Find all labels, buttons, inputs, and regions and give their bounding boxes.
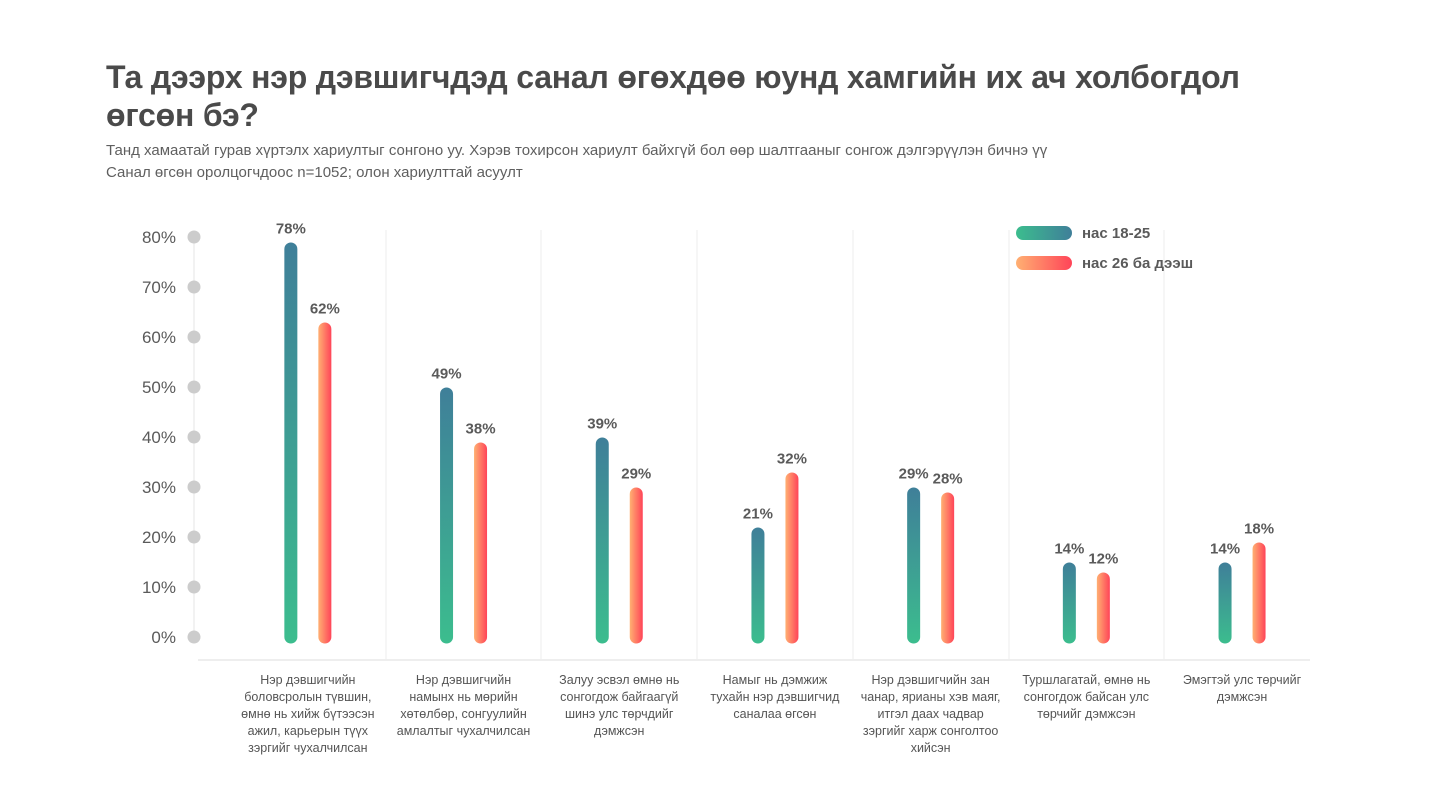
y-tick-label: 60% [142, 328, 176, 347]
y-tick-label: 30% [142, 478, 176, 497]
data-label: 14% [1054, 541, 1084, 558]
x-category-label: Залуу эсвэл өмнө нь сонгогдож байгаагүй … [559, 673, 680, 738]
y-tick-dot [187, 380, 201, 394]
y-tick-dot [187, 580, 201, 594]
legend-swatch-young [1016, 226, 1072, 240]
legend-swatch-old [1016, 256, 1072, 270]
bars [284, 242, 1266, 644]
legend-label-young: нас 18-25 [1082, 224, 1151, 242]
y-tick-label: 10% [142, 578, 176, 597]
bar-age-26-plus [629, 487, 643, 644]
data-label: 62% [310, 301, 340, 318]
chart-title: Та дээрх нэр дэвшигчдэд санал өгөхдөө юу… [106, 59, 1240, 133]
data-label: 12% [1088, 551, 1118, 568]
legend-label-old: нас 26 ба дээш [1082, 254, 1194, 272]
bar-age-18-25 [595, 437, 609, 644]
data-labels: 78%62%49%38% 39%29%21%32%29% 28%14%12%14%1… [276, 221, 1274, 568]
bar-age-18-25 [440, 387, 454, 644]
bar-age-26-plus [474, 442, 488, 644]
x-category-label: Нэр дэвшигчийн боловсролын түвшин, өмнө … [241, 673, 375, 755]
y-tick-dot [187, 430, 201, 444]
legend-item-young: нас 18-25 [1016, 218, 1193, 248]
x-category-label: Нэр дэвшигчийн зан чанар, ярианы хэв мая… [860, 673, 1001, 755]
bar-age-18-25 [1062, 562, 1076, 644]
y-tick-dot [187, 630, 201, 644]
x-category-label: Туршлагатай, өмнө нь сонгогдож байсан ул… [1022, 673, 1151, 721]
data-label: 39% [587, 416, 617, 433]
chart-subtitle: Танд хамаатай гурав хүртэлх хариултыг со… [106, 140, 1047, 184]
data-label: 14% [1210, 541, 1240, 558]
bar-age-18-25 [907, 487, 921, 644]
bar-age-18-25 [284, 242, 298, 644]
data-label: 21% [743, 506, 773, 523]
data-label: 32% [777, 451, 807, 468]
x-category-label: Нэр дэвшигчийн намынх нь мөрийн хөтөлбөр… [396, 673, 531, 738]
bar-age-18-25 [1218, 562, 1232, 644]
y-tick-dot [187, 530, 201, 544]
y-tick-label: 80% [142, 228, 176, 247]
bar-age-26-plus [941, 492, 955, 644]
y-tick-dot [187, 280, 201, 294]
y-tick-dot [187, 330, 201, 344]
data-label: 38% [466, 421, 496, 438]
bar-age-26-plus [1252, 542, 1266, 644]
y-tick-dot [187, 480, 201, 494]
bar-age-26-plus [785, 472, 799, 644]
data-label: 49% [432, 366, 462, 383]
bar-age-18-25 [751, 527, 765, 644]
y-tick-label: 50% [142, 378, 176, 397]
y-tick-label: 40% [142, 428, 176, 447]
y-tick-label: 70% [142, 278, 176, 297]
x-category-label: Эмэгтэй улс төрчийг дэмжсэн [1182, 673, 1302, 704]
legend: нас 18-25 нас 26 ба дээш [1016, 218, 1193, 278]
y-tick-dot [187, 230, 201, 244]
y-tick-label: 20% [142, 528, 176, 547]
data-label: 18% [1244, 521, 1274, 538]
data-label: 29% [621, 466, 651, 483]
bar-age-26-plus [318, 322, 332, 644]
bar-age-26-plus [1096, 572, 1110, 644]
subtitle-line-1: Танд хамаатай гурав хүртэлх хариултыг со… [106, 142, 1048, 159]
legend-item-old: нас 26 ба дээш [1016, 248, 1193, 278]
data-label: 28% [933, 471, 963, 488]
subtitle-line-2: Санал өгсөн оролцогчдоос n=1052; олон ха… [106, 164, 523, 181]
data-label: 29% [899, 466, 929, 483]
column-dividers [198, 230, 1310, 661]
data-label: 78% [276, 221, 306, 238]
y-axis: 0% 10% 20% 30% 40% 50% 60% 70% 80% [142, 228, 201, 647]
x-category-label: Намыг нь дэмжиж тухайн нэр дэвшигчид сан… [710, 673, 840, 721]
y-tick-label: 0% [151, 628, 176, 647]
